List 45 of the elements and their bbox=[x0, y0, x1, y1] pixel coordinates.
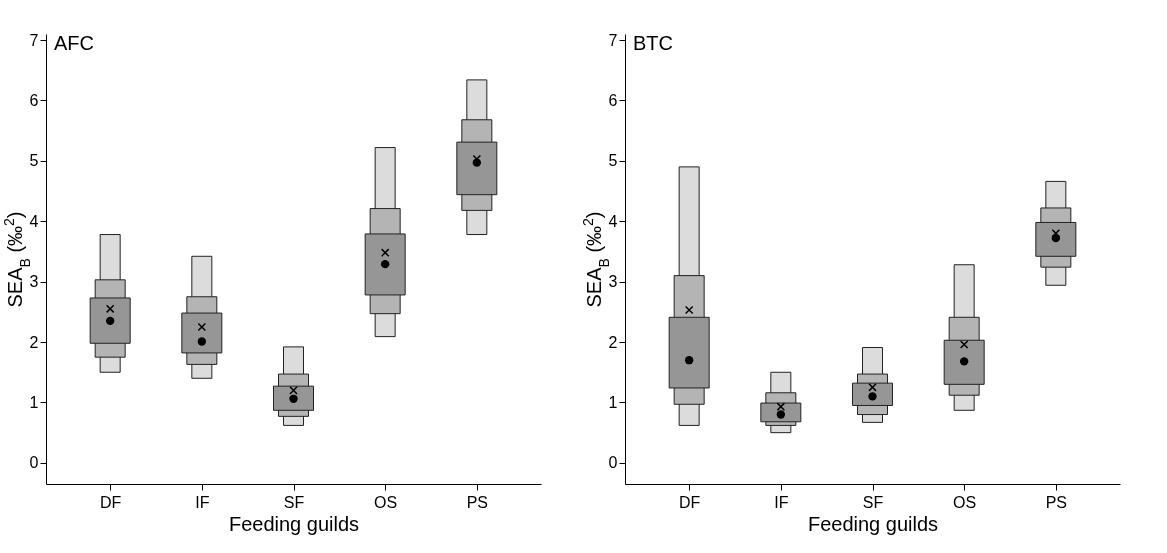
point bbox=[776, 410, 786, 419]
point bbox=[684, 356, 694, 365]
x-tick-label: SF bbox=[862, 493, 884, 511]
point bbox=[684, 305, 694, 315]
point bbox=[197, 322, 207, 332]
x-tick-label: OS bbox=[374, 493, 398, 511]
point bbox=[289, 386, 298, 395]
chart-title: BTC bbox=[633, 32, 673, 55]
y-tick-label: 6 bbox=[608, 91, 618, 109]
x-tick-label: DF bbox=[100, 493, 122, 511]
chart-title: AFC bbox=[54, 32, 94, 55]
point bbox=[380, 259, 390, 269]
x-tick-label: IF bbox=[774, 493, 789, 511]
point bbox=[472, 158, 482, 167]
point bbox=[959, 357, 969, 366]
x-axis-title: Feeding guilds bbox=[807, 512, 939, 535]
x-tick-label: PS bbox=[1045, 493, 1068, 511]
x-tick-label: OS bbox=[953, 493, 977, 511]
point bbox=[105, 304, 115, 314]
y-tick-label: 1 bbox=[608, 393, 618, 411]
point bbox=[1051, 233, 1061, 243]
y-tick-label: 7 bbox=[29, 31, 39, 49]
x-tick-label: IF bbox=[195, 493, 210, 511]
y-tick-label: 7 bbox=[608, 31, 618, 49]
y-tick-label: 4 bbox=[608, 212, 618, 230]
y-tick-label: 2 bbox=[29, 333, 39, 351]
point bbox=[105, 316, 115, 326]
point bbox=[380, 248, 390, 257]
point bbox=[959, 340, 969, 349]
point bbox=[289, 394, 298, 404]
y-tick-label: 2 bbox=[608, 333, 618, 351]
point bbox=[868, 383, 877, 392]
y-tick-label: 1 bbox=[29, 393, 39, 411]
y-tick-label: 0 bbox=[608, 454, 618, 472]
x-tick-label: PS bbox=[466, 493, 489, 511]
x-tick-label: DF bbox=[679, 493, 701, 511]
y-tick-label: 4 bbox=[29, 212, 39, 230]
x-tick-label: SF bbox=[283, 493, 305, 511]
y-tick-label: 5 bbox=[608, 152, 618, 170]
y-tick-label: 5 bbox=[29, 152, 39, 170]
y-tick-label: 6 bbox=[29, 91, 39, 109]
y-tick-label: 0 bbox=[29, 454, 39, 472]
point bbox=[868, 392, 877, 401]
x-axis-title: Feeding guilds bbox=[228, 512, 360, 535]
point bbox=[197, 337, 207, 346]
